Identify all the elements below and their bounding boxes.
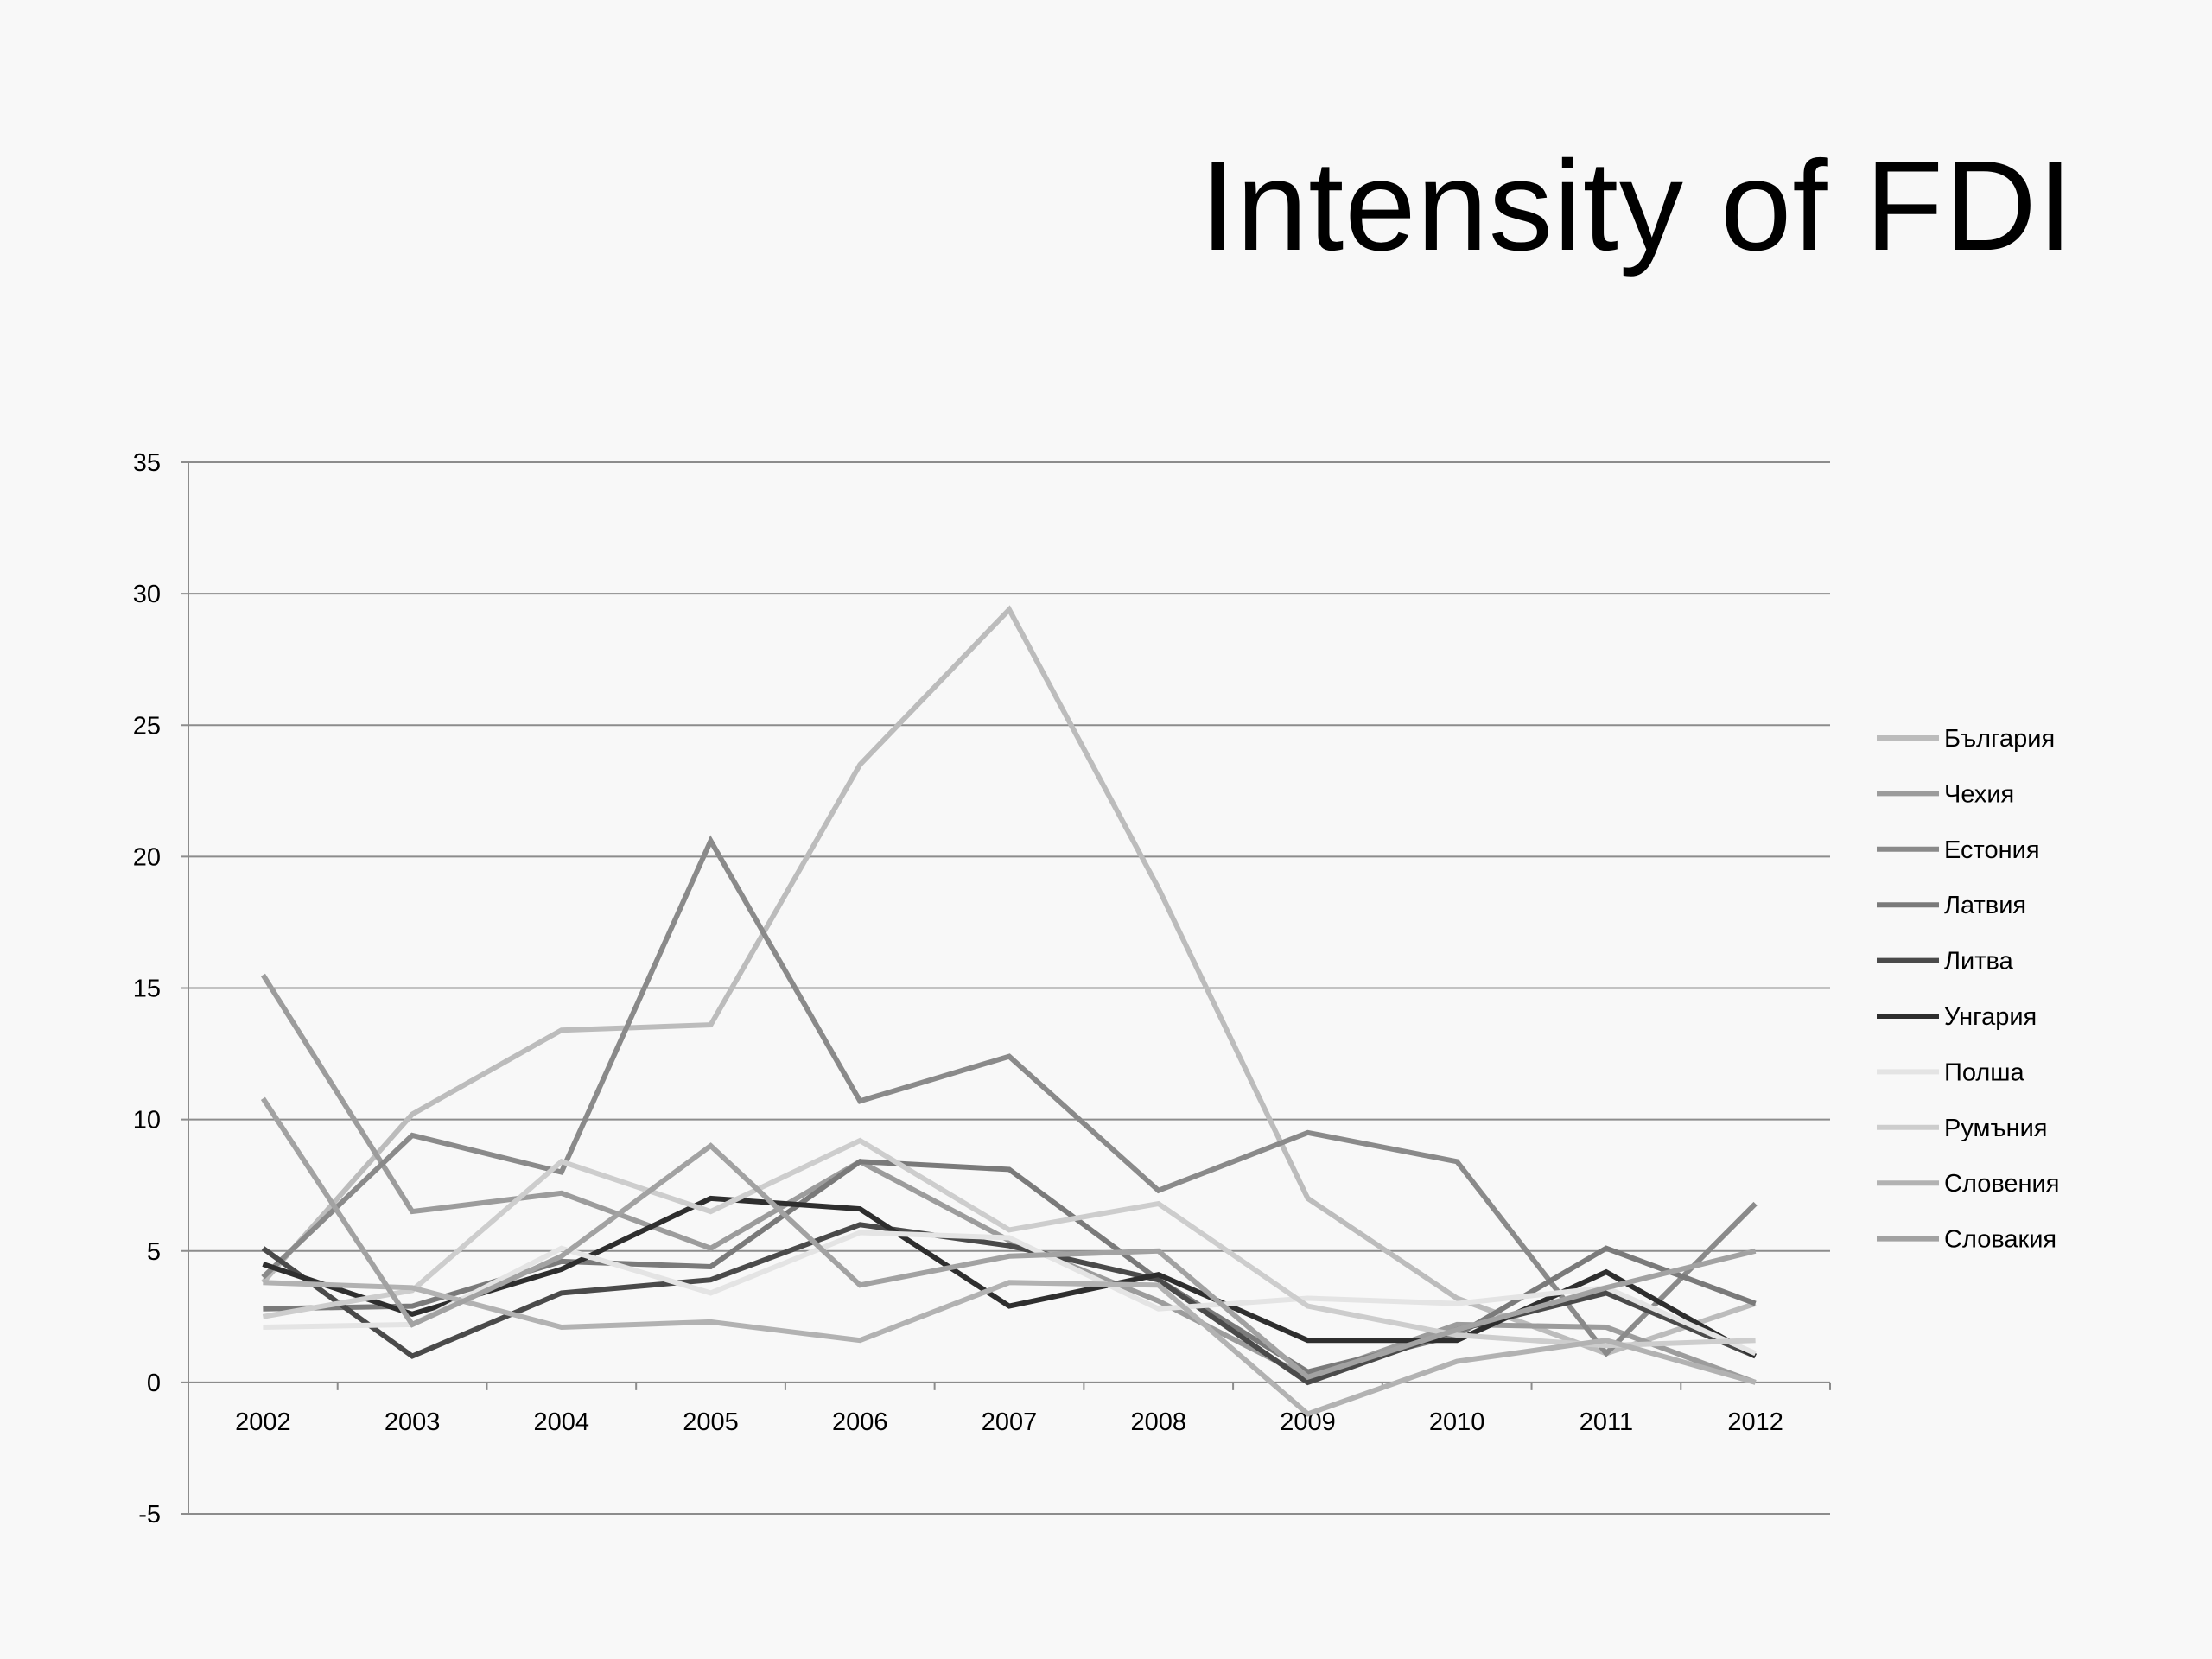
series-lines [260,605,1758,1417]
slide-title: Intensity of FDI [1199,135,2074,277]
y-tick-label: 5 [147,1238,161,1266]
x-tick-label: 2005 [683,1408,739,1436]
y-tick-label: 15 [133,976,161,1003]
y-tick-label: 35 [133,449,161,477]
legend-label: Унгария [1944,1003,2037,1031]
legend-label: Полша [1944,1058,2025,1086]
x-tick-label: 2002 [235,1408,291,1436]
series-line [263,1230,1757,1357]
series-line [263,1280,1757,1417]
legend-label: Чехия [1944,780,2014,808]
series-line [260,973,1757,1385]
series-line [261,835,1758,1357]
series-line [262,1195,1758,1359]
x-tick-label: 2006 [832,1408,888,1436]
legend-label: Румъния [1944,1115,2048,1142]
x-tick-label: 2003 [385,1408,441,1436]
legend-label: Латвия [1944,892,2026,919]
x-axis-tick-labels: 2002 2003 2004 2005 2006 2007 2008 2009 2010 2011… [235,1408,1783,1436]
axes [181,461,1831,1515]
x-tick-label: 2011 [1580,1408,1633,1436]
y-tick-label: 20 [133,843,161,871]
series-line [260,1096,1757,1381]
y-tick-label: 30 [133,581,161,608]
x-tick-label: 2008 [1130,1408,1186,1436]
y-tick-label: -5 [138,1501,161,1529]
legend-label: Словакия [1944,1226,2056,1254]
x-tick-label: 2007 [982,1408,1038,1436]
y-axis-tick-labels: 35 30 25 20 15 10 5 0 -5 [133,449,161,1529]
x-tick-label: 2004 [534,1408,590,1436]
legend-label: Словения [1944,1170,2059,1198]
legend: България Чехия Естония Латвия Литва Унгария По… [1877,725,2059,1254]
legend-label: Естония [1944,836,2040,864]
y-tick-label: 25 [133,712,161,740]
y-tick-label: 0 [147,1370,161,1397]
x-tick-label: 2010 [1429,1408,1485,1436]
y-tick-label: 10 [133,1107,161,1135]
gridlines [188,461,1830,1515]
legend-label: Литва [1944,948,2014,976]
legend-label: България [1944,725,2055,753]
x-tick-label: 2012 [1727,1408,1783,1436]
series-line [262,1137,1756,1349]
